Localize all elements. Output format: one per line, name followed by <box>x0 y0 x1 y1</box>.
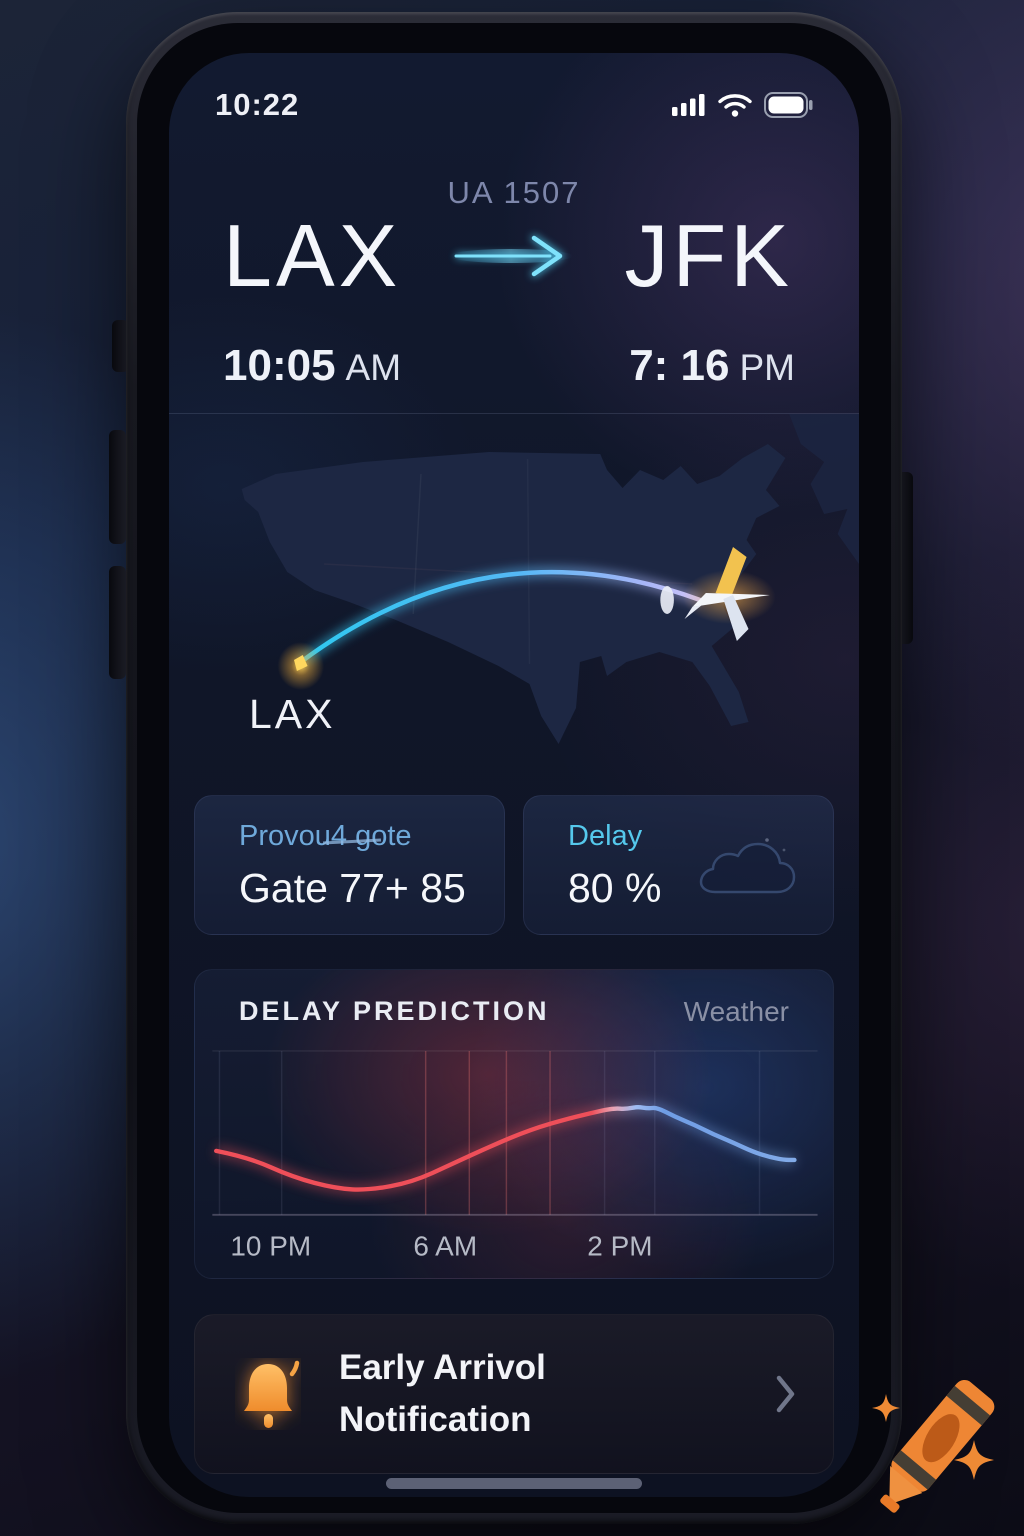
arrival-time-value: 7: 16 <box>629 341 730 390</box>
cloud-icon <box>699 838 796 894</box>
delay-line-glow <box>215 1102 795 1195</box>
status-icons <box>672 92 813 118</box>
signal-icon <box>672 94 705 116</box>
x-tick-10pm: 10 PM <box>230 1230 311 1261</box>
arrival-meridiem: PM <box>739 347 796 388</box>
home-indicator[interactable] <box>386 1478 642 1489</box>
early-arrival-notification-button[interactable]: Early Arrivol Notification <box>194 1314 834 1474</box>
chart-title: DELAY PREDICTION <box>239 996 550 1026</box>
phone-bezel: 10:22 <box>137 23 891 1513</box>
us-map <box>241 414 859 744</box>
status-bar: 10:22 <box>169 87 859 123</box>
chart-header: DELAY PREDICTION Weather <box>195 970 833 1028</box>
gate-card-value: Gate 77+ 85 <box>239 865 466 911</box>
mute-switch[interactable] <box>112 320 129 372</box>
canada-landmass <box>789 414 859 564</box>
us-map-outline <box>241 444 786 744</box>
delay-line <box>214 1105 797 1192</box>
chevron-right-icon <box>776 1375 795 1413</box>
x-tick-6am: 6 AM <box>413 1230 477 1261</box>
flight-number: UA 1507 <box>447 175 581 210</box>
delay-prediction-card: DELAY PREDICTION Weather <box>194 969 834 1279</box>
bell-icon <box>244 1360 300 1428</box>
delay-card-title: Delay <box>568 820 643 852</box>
origin-marker <box>277 642 325 690</box>
flight-map: LAX <box>169 413 859 776</box>
volume-down-button[interactable] <box>109 566 126 679</box>
phone-frame: 10:22 <box>126 12 902 1524</box>
sparkle-icon <box>872 1394 900 1422</box>
times-row: 10:05 AM 7: 16 PM <box>169 341 859 391</box>
route-path <box>298 569 703 665</box>
notification-line2: Notification <box>339 1400 532 1439</box>
plane-icon <box>660 547 776 641</box>
delay-card: Delay 80 % <box>523 795 834 935</box>
destination-code: JFK <box>624 206 793 305</box>
weather-link[interactable]: Weather <box>683 996 789 1027</box>
route-arrow-icon <box>448 234 573 277</box>
x-tick-2pm: 2 PM <box>587 1230 652 1261</box>
gate-card: Provou4 gote Gate 77+ 85 <box>194 795 505 935</box>
route-header: LAX <box>169 205 859 306</box>
status-time: 10:22 <box>215 87 300 122</box>
departure-time: 10:05 AM <box>223 341 401 391</box>
notification-label: Early Arrivol Notification <box>339 1342 546 1447</box>
delay-chart: 10 PM 6 AM 2 PM <box>212 1050 818 1261</box>
battery-icon <box>764 92 813 118</box>
app-screen: 10:22 <box>169 53 859 1497</box>
departure-meridiem: AM <box>345 347 402 388</box>
crayon-watermark-icon <box>872 1379 995 1513</box>
arrival-time: 7: 16 PM <box>629 341 795 391</box>
map-origin-label: LAX <box>249 691 336 737</box>
wifi-icon <box>718 94 752 117</box>
chart-gridlines <box>218 1050 761 1215</box>
delay-card-value: 80 % <box>568 865 662 911</box>
origin-code: LAX <box>223 206 402 305</box>
info-cards: Provou4 gote Gate 77+ 85 Delay 80 % <box>194 795 834 935</box>
sparkle-icon <box>954 1440 994 1480</box>
departure-time-value: 10:05 <box>223 341 336 390</box>
notification-line1: Early Arrivol <box>339 1347 546 1387</box>
gate-card-title: Provou4 gote <box>239 820 412 852</box>
volume-up-button[interactable] <box>109 430 126 544</box>
